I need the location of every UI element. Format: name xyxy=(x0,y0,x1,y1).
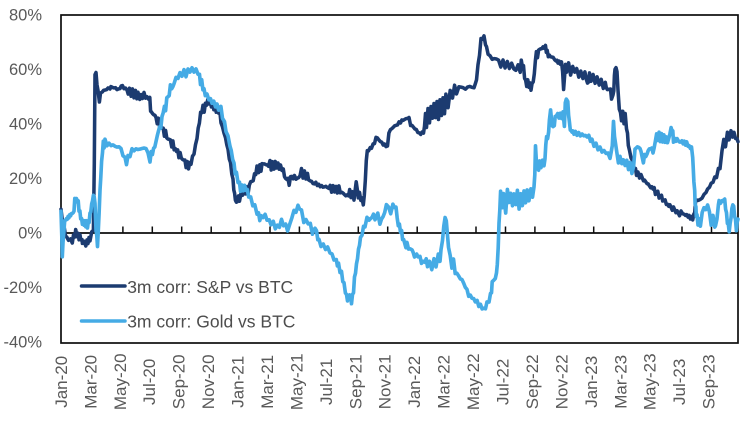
svg-text:20%: 20% xyxy=(9,170,42,188)
svg-text:80%: 80% xyxy=(9,7,42,25)
svg-text:Nov-22: Nov-22 xyxy=(552,354,571,409)
svg-text:Jan-20: Jan-20 xyxy=(52,356,71,408)
svg-text:Jul-21: Jul-21 xyxy=(317,359,336,405)
svg-text:Sep-21: Sep-21 xyxy=(346,354,365,409)
svg-text:Nov-20: Nov-20 xyxy=(199,354,218,409)
svg-text:Jan-22: Jan-22 xyxy=(405,356,424,408)
svg-text:3m corr: S&P vs BTC: 3m corr: S&P vs BTC xyxy=(127,277,293,297)
svg-text:40%: 40% xyxy=(9,116,42,134)
svg-text:Jan-21: Jan-21 xyxy=(229,356,248,408)
svg-text:Jul-20: Jul-20 xyxy=(140,359,159,405)
svg-text:Sep-20: Sep-20 xyxy=(170,354,189,409)
svg-text:May-23: May-23 xyxy=(641,353,660,410)
svg-text:Mar-20: Mar-20 xyxy=(81,355,100,409)
svg-text:Sep-22: Sep-22 xyxy=(523,354,542,409)
svg-text:-40%: -40% xyxy=(3,334,42,352)
svg-text:Mar-22: Mar-22 xyxy=(435,355,454,409)
svg-text:Jul-22: Jul-22 xyxy=(494,359,513,405)
svg-text:60%: 60% xyxy=(9,61,42,79)
svg-text:May-22: May-22 xyxy=(464,353,483,410)
svg-text:-20%: -20% xyxy=(3,279,42,297)
svg-text:Sep-23: Sep-23 xyxy=(700,354,719,409)
svg-text:May-20: May-20 xyxy=(111,353,130,410)
svg-text:3m corr: Gold vs BTC: 3m corr: Gold vs BTC xyxy=(127,312,295,332)
svg-text:Mar-23: Mar-23 xyxy=(611,355,630,409)
svg-text:May-21: May-21 xyxy=(287,353,306,410)
svg-text:0%: 0% xyxy=(18,225,42,243)
svg-text:Mar-21: Mar-21 xyxy=(258,355,277,409)
svg-text:Nov-21: Nov-21 xyxy=(376,354,395,409)
svg-text:Jan-23: Jan-23 xyxy=(582,356,601,408)
svg-text:Jul-23: Jul-23 xyxy=(670,359,689,405)
